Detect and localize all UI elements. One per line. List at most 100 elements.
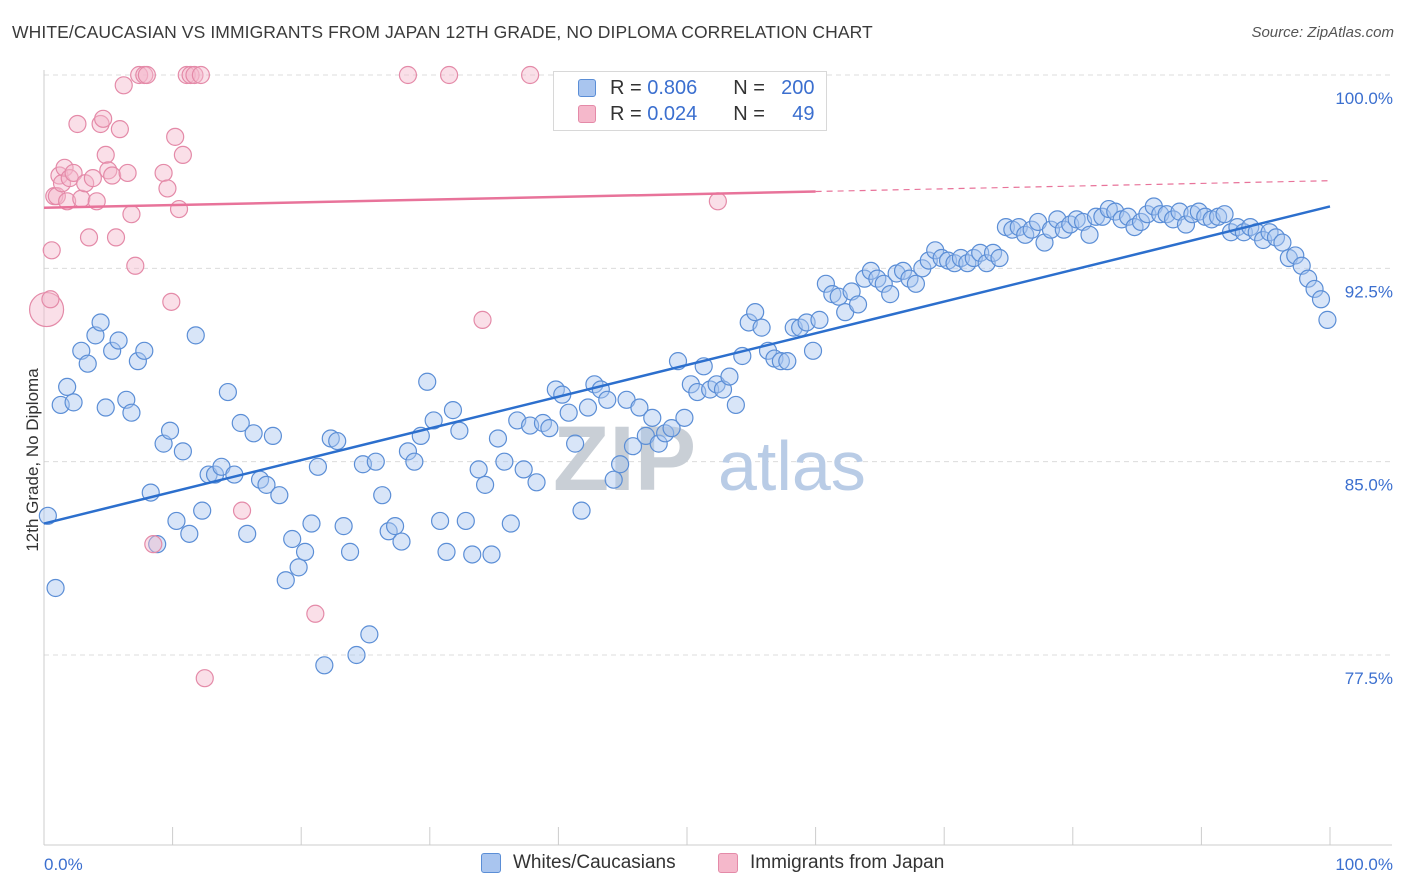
point-japan	[64, 163, 83, 183]
point-whites	[1305, 279, 1324, 299]
watermark: ZIP atlas	[553, 408, 866, 510]
point-japan	[191, 65, 210, 85]
bottom-legend-japan: Immigrants from Japan	[718, 852, 944, 874]
y-tick-label: 77.5%	[1345, 669, 1393, 688]
point-japan	[398, 65, 418, 85]
x-tick-label: 100.0%	[1335, 855, 1393, 874]
point-japan	[173, 145, 192, 165]
point-japan	[232, 501, 252, 520]
point-whites	[238, 524, 257, 543]
legend-swatch-blue	[578, 79, 596, 97]
point-japan	[158, 179, 177, 198]
point-whites	[746, 303, 765, 322]
legend-n-value: 200	[781, 76, 815, 99]
point-whites	[148, 535, 167, 554]
point-whites	[816, 274, 835, 293]
point-whites	[430, 511, 450, 531]
point-whites	[1041, 220, 1061, 239]
point-whites	[173, 442, 192, 461]
point-whites	[283, 529, 302, 549]
series-japan-points	[28, 65, 727, 688]
point-whites	[810, 310, 829, 329]
point-japan	[68, 114, 87, 134]
point-whites	[78, 354, 97, 373]
bottom-legend-label-whites: Whites/Caucasians	[513, 852, 676, 873]
legend-n-value: 49	[792, 102, 815, 125]
point-whites	[675, 408, 694, 427]
point-whites	[276, 571, 295, 590]
x-tick-label: 0.0%	[44, 855, 83, 874]
point-whites	[778, 352, 797, 371]
point-japan	[118, 163, 137, 183]
stats-legend: R = 0.806 N = 200 R = 0.024 N = 49	[553, 71, 827, 131]
point-whites	[906, 274, 926, 293]
legend-row-japan: R = 0.024 N = 49	[578, 103, 815, 125]
point-japan	[96, 145, 115, 165]
point-whites	[315, 656, 334, 675]
point-whites	[160, 421, 180, 440]
point-whites	[990, 248, 1009, 268]
trend-lines	[43, 180, 1331, 525]
point-whites	[347, 645, 366, 665]
point-whites	[771, 352, 790, 371]
point-japan	[41, 290, 60, 309]
point-japan	[42, 241, 61, 260]
point-whites	[1311, 290, 1331, 309]
bottom-swatch-pink	[718, 853, 738, 873]
trend-line-japan-extension	[815, 180, 1331, 193]
bottom-legend-whites: Whites/Caucasians	[481, 852, 676, 874]
point-whites	[270, 486, 289, 505]
watermark-zip: ZIP	[553, 408, 696, 510]
point-whites	[103, 341, 122, 360]
point-japan	[130, 65, 149, 85]
point-whites	[623, 437, 643, 456]
point-whites	[424, 411, 443, 430]
point-whites	[263, 426, 283, 445]
point-whites	[643, 408, 662, 427]
point-japan	[154, 163, 173, 183]
point-japan	[195, 669, 214, 688]
point-japan	[185, 65, 204, 85]
point-whites	[514, 460, 533, 479]
point-whites	[1273, 233, 1292, 252]
bottom-legend-label-japan: Immigrants from Japan	[750, 852, 945, 873]
chart-title: WHITE/CAUCASIAN VS IMMIGRANTS FROM JAPAN…	[12, 22, 873, 42]
bottom-swatch-blue	[481, 853, 501, 873]
point-whites	[257, 475, 276, 494]
point-whites	[662, 419, 681, 438]
point-whites	[881, 285, 900, 304]
point-japan	[473, 310, 492, 329]
point-whites	[443, 401, 463, 420]
point-japan	[103, 166, 122, 185]
point-japan	[126, 256, 145, 275]
point-whites	[64, 393, 83, 412]
point-whites	[405, 452, 424, 471]
point-whites	[308, 457, 328, 476]
point-japan	[83, 169, 102, 188]
point-whites	[46, 578, 65, 598]
point-whites	[540, 419, 559, 438]
point-japan	[91, 114, 110, 134]
point-whites	[488, 429, 508, 448]
point-japan	[177, 65, 196, 85]
legend-r-value: 0.024	[647, 102, 698, 125]
point-whites	[1286, 246, 1305, 265]
point-japan	[166, 127, 185, 146]
legend-r-label: R =	[610, 102, 648, 125]
point-whites	[334, 517, 353, 536]
axes	[43, 70, 1392, 846]
series-whites-points	[38, 197, 1337, 675]
point-whites	[752, 318, 771, 337]
point-whites	[874, 274, 893, 293]
point-whites	[366, 452, 385, 471]
point-whites	[295, 542, 315, 561]
point-japan	[106, 228, 126, 247]
point-whites	[566, 434, 585, 453]
y-tick-label: 85.0%	[1345, 476, 1393, 495]
point-whites	[1080, 225, 1099, 244]
point-japan	[708, 192, 727, 211]
point-japan	[162, 292, 181, 311]
legend-swatch-pink	[578, 105, 596, 123]
point-whites	[360, 625, 379, 644]
point-japan	[122, 205, 141, 224]
